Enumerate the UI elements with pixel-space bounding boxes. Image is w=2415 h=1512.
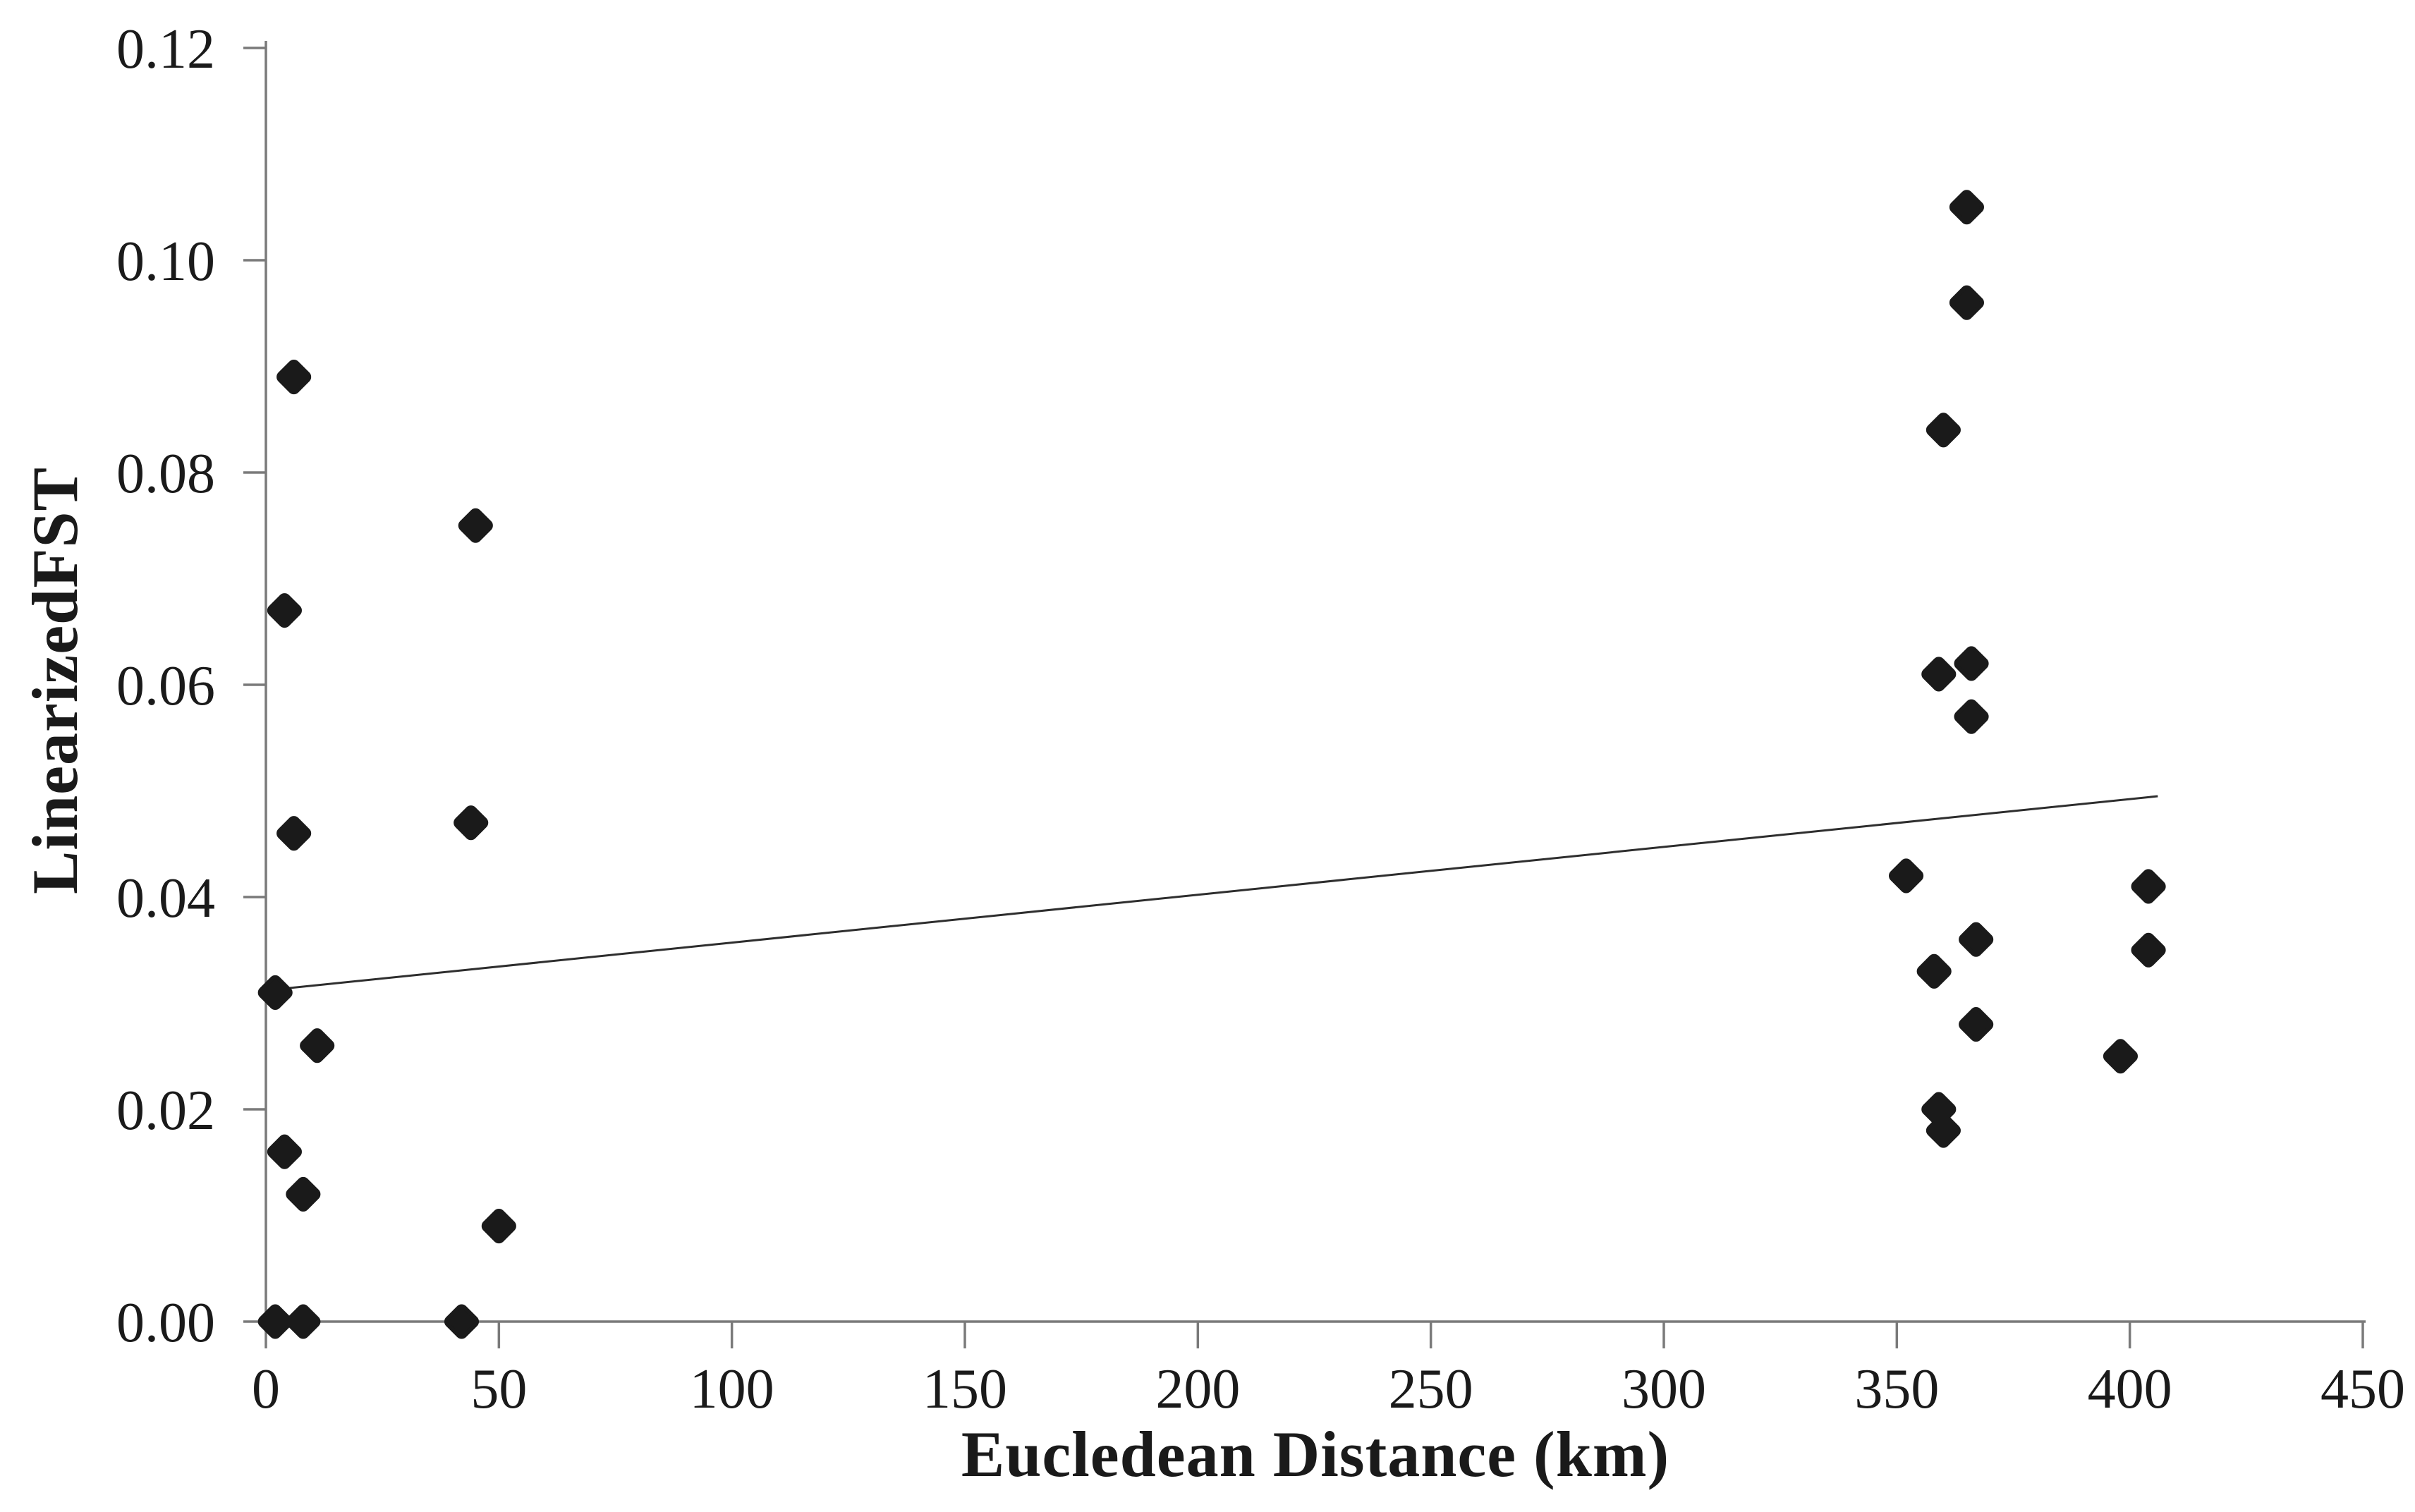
y-tick-label: 0.12 — [116, 18, 215, 80]
data-point-diamond — [1926, 1113, 1961, 1148]
x-axis-title: Eucledean Distance (km) — [961, 1418, 1670, 1490]
x-tick-label: 450 — [2320, 1358, 2405, 1420]
data-point-diamond — [286, 1176, 321, 1212]
data-point-diamond — [276, 816, 312, 851]
x-tick-label: 50 — [470, 1358, 527, 1420]
data-point-diamond — [2131, 932, 2166, 968]
x-tick-label: 150 — [923, 1358, 1007, 1420]
x-tick-label: 400 — [2088, 1358, 2172, 1420]
data-point-diamond — [481, 1208, 516, 1244]
x-tick-label: 0 — [252, 1358, 280, 1420]
data-point-diamond — [454, 805, 489, 841]
y-tick-label: 0.10 — [116, 231, 215, 293]
x-tick-label: 200 — [1155, 1358, 1240, 1420]
data-point-diamond — [1949, 285, 1984, 320]
data-point-diamond — [267, 1134, 302, 1169]
x-tick-label: 100 — [690, 1358, 774, 1420]
data-point-diamond — [1959, 1007, 1994, 1042]
data-point-diamond — [267, 593, 302, 628]
data-point-diamond — [1888, 858, 1924, 894]
data-point-diamond — [1959, 922, 1994, 957]
data-point-diamond — [2103, 1039, 2139, 1074]
data-point-diamond — [257, 1304, 293, 1339]
y-tick-label: 0.08 — [116, 443, 215, 505]
data-point-diamond — [1949, 190, 1984, 225]
data-point-diamond — [276, 359, 312, 395]
y-tick-label: 0.02 — [116, 1080, 215, 1142]
data-point-diamond — [257, 975, 293, 1011]
data-point-diamond — [1954, 646, 1989, 681]
trend-line — [265, 795, 2158, 992]
data-point-diamond — [1916, 953, 1952, 989]
x-tick-label: 350 — [1854, 1358, 1939, 1420]
data-point-diamond — [1926, 413, 1961, 448]
y-tick-label: 0.06 — [116, 655, 215, 717]
data-point-diamond — [1954, 699, 1989, 734]
data-point-diamond — [2131, 869, 2166, 904]
data-point-diamond — [1921, 657, 1957, 692]
y-tick-label: 0.04 — [116, 867, 215, 929]
x-tick-label: 300 — [1622, 1358, 1706, 1420]
y-tick-label: 0.00 — [116, 1292, 215, 1354]
x-tick-label: 250 — [1389, 1358, 1473, 1420]
data-point-diamond — [286, 1304, 321, 1339]
data-point-diamond — [458, 508, 493, 543]
y-axis-title: LinearizedFST — [19, 467, 91, 894]
data-point-diamond — [444, 1304, 480, 1339]
data-point-diamond — [300, 1028, 335, 1063]
